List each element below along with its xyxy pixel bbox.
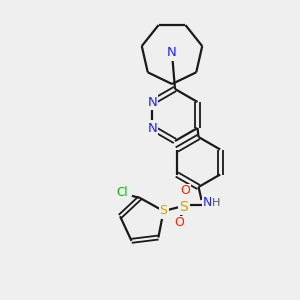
Text: H: H xyxy=(212,198,221,208)
Text: N: N xyxy=(148,95,158,109)
Text: N: N xyxy=(148,122,158,134)
Text: S: S xyxy=(179,200,188,214)
Text: Cl: Cl xyxy=(116,186,128,200)
Text: O: O xyxy=(181,184,190,197)
Text: N: N xyxy=(167,46,177,59)
Text: S: S xyxy=(160,205,167,218)
Text: N: N xyxy=(203,196,212,209)
Text: O: O xyxy=(175,217,184,230)
